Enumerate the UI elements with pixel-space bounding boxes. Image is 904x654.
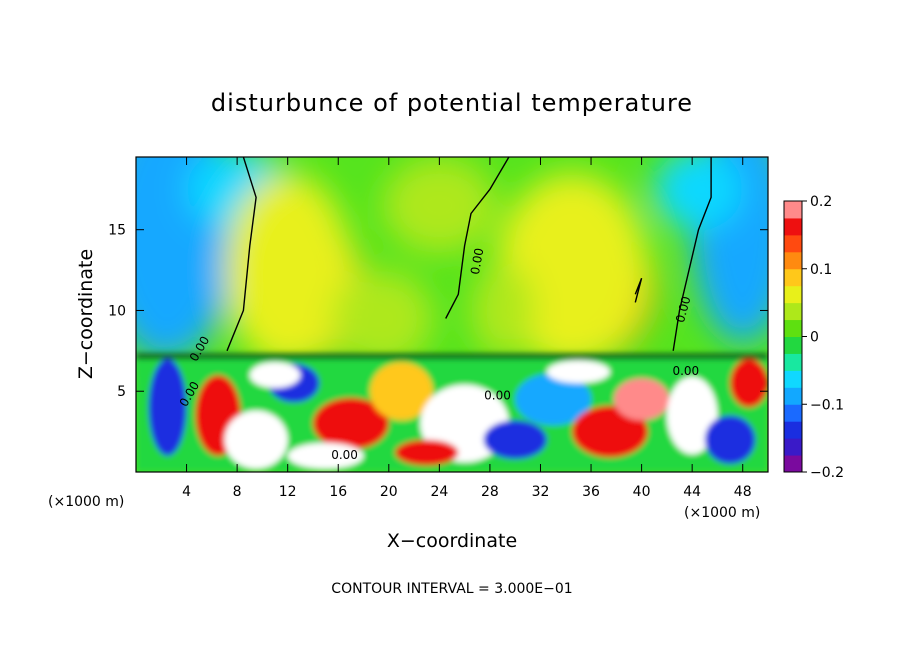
colorbar-tick-label: −0.1 bbox=[810, 397, 844, 413]
contour-label: 0.00 bbox=[673, 295, 693, 324]
plot-frame bbox=[135, 156, 769, 473]
upper-field bbox=[136, 157, 768, 367]
colorbar-tick-label: −0.2 bbox=[810, 465, 844, 481]
field-patch bbox=[331, 270, 434, 367]
y-tick-label: 5 bbox=[117, 384, 126, 400]
contour-label: 0.00 bbox=[672, 364, 699, 378]
contour-interval-note: CONTOUR INTERVAL = 3.000E−01 bbox=[331, 581, 572, 597]
y-tick-label: 10 bbox=[108, 303, 126, 319]
colorbar-tick-label: 0 bbox=[810, 330, 819, 346]
x-axis: 4 8 12 16 20 24 28 32 36 40 44 48 bbox=[182, 157, 752, 500]
x-tick-label: 40 bbox=[633, 484, 651, 500]
x-unit-right: (×1000 m) bbox=[684, 505, 760, 521]
colorbar-swatch bbox=[784, 353, 802, 371]
x-tick-label: 44 bbox=[683, 484, 701, 500]
contour-label: 0.00 bbox=[331, 448, 358, 462]
field-patch bbox=[692, 157, 768, 343]
field-patch bbox=[483, 420, 547, 460]
colorbar: 0.2 0.1 0 −0.1 −0.2 bbox=[783, 194, 844, 481]
colorbar-swatch bbox=[784, 387, 802, 405]
colorbar-swatch bbox=[784, 201, 802, 219]
field-patch bbox=[224, 410, 288, 469]
field-patch bbox=[730, 358, 768, 408]
contour-lines: 0.000.000.000.000.000.000.00 bbox=[177, 157, 712, 462]
field-patch bbox=[546, 360, 611, 384]
colorbar-swatch bbox=[784, 268, 802, 287]
x-tick-label: 4 bbox=[182, 484, 191, 500]
colorbar-tick-label: 0.2 bbox=[810, 194, 832, 210]
y-axis: 5 10 15 bbox=[108, 223, 768, 400]
field-patch bbox=[515, 373, 592, 426]
field-patch bbox=[666, 376, 718, 455]
y-tick-label: 15 bbox=[108, 223, 126, 239]
field-patch bbox=[395, 439, 459, 466]
colorbar-swatch bbox=[784, 421, 802, 439]
x-tick-label: 12 bbox=[279, 484, 297, 500]
colorbar-swatch bbox=[784, 285, 802, 304]
field-patch bbox=[470, 262, 535, 359]
x-tick-label: 8 bbox=[233, 484, 242, 500]
zero-contour bbox=[634, 277, 643, 303]
field-patch bbox=[704, 415, 756, 464]
colorbar-tick-label: 0.1 bbox=[810, 262, 832, 278]
colorbar-swatch bbox=[784, 404, 802, 422]
field-patch bbox=[654, 157, 743, 230]
field-patch bbox=[572, 405, 648, 458]
x-axis-title: X−coordinate bbox=[387, 530, 517, 552]
x-tick-label: 32 bbox=[532, 484, 550, 500]
field-patch bbox=[382, 157, 497, 254]
field-patch bbox=[369, 362, 434, 421]
x-tick-label: 48 bbox=[734, 484, 752, 500]
lower-field bbox=[136, 353, 768, 472]
field-patch bbox=[312, 397, 389, 450]
x-tick-label: 36 bbox=[582, 484, 600, 500]
field-patch bbox=[287, 442, 364, 469]
contour-label: 0.00 bbox=[484, 388, 511, 402]
x-tick-label: 24 bbox=[430, 484, 448, 500]
colorbar-swatch bbox=[784, 217, 802, 236]
field-patch bbox=[496, 173, 648, 367]
plot-area: 0.000.000.000.000.000.000.00 bbox=[136, 157, 768, 472]
y-axis-title: Z−coordinate bbox=[75, 249, 97, 379]
chart-title: disturbunce of potential temperature bbox=[211, 89, 693, 117]
x-unit-left: (×1000 m) bbox=[48, 494, 124, 510]
colorbar-swatch bbox=[784, 336, 802, 354]
colorbar-swatch bbox=[784, 319, 802, 337]
field-patch bbox=[249, 362, 301, 389]
colorbar-swatch bbox=[784, 455, 802, 473]
zero-contour bbox=[672, 157, 712, 351]
colorbar-swatch bbox=[784, 438, 802, 456]
colorbar-swatch bbox=[784, 251, 802, 270]
x-tick-label: 28 bbox=[481, 484, 499, 500]
colorbar-swatch bbox=[784, 234, 802, 253]
colorbar-swatch bbox=[784, 302, 802, 321]
field-patch bbox=[613, 378, 670, 421]
colorbar-swatch bbox=[784, 370, 802, 388]
field-patch bbox=[148, 358, 187, 456]
x-tick-label: 16 bbox=[329, 484, 347, 500]
x-tick-label: 20 bbox=[380, 484, 398, 500]
zero-contour bbox=[226, 157, 257, 352]
inversion-layer bbox=[136, 353, 768, 360]
zero-contour bbox=[445, 157, 510, 319]
contour-label: 0.00 bbox=[468, 247, 486, 276]
field-patch bbox=[224, 173, 351, 367]
